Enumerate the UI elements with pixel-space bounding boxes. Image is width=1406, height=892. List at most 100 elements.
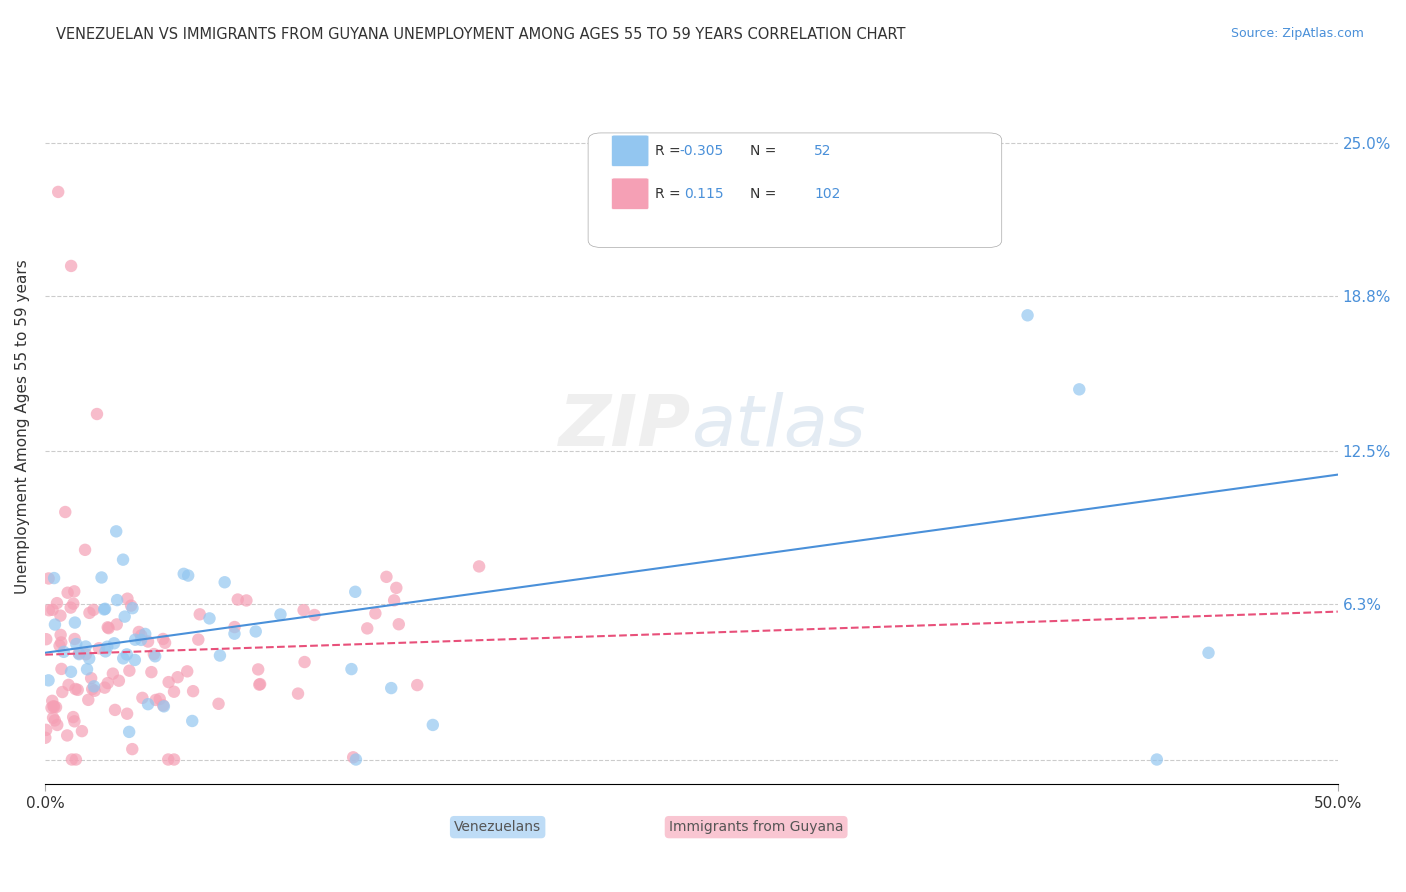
Point	[939, 210, 962, 224]
Text: 102: 102	[814, 186, 841, 201]
Point	[82, 682, 104, 697]
Point	[136, 634, 159, 648]
Point	[42, 571, 65, 585]
Point	[131, 690, 153, 705]
Point	[342, 750, 364, 764]
Point	[120, 599, 142, 613]
Point	[117, 591, 139, 606]
FancyBboxPatch shape	[612, 135, 648, 167]
Point	[101, 666, 124, 681]
Point	[63, 714, 86, 729]
Point	[46, 185, 69, 199]
Point	[153, 699, 176, 714]
Point	[176, 665, 198, 679]
Point	[97, 620, 120, 634]
Point	[75, 647, 97, 661]
Point	[42, 711, 65, 725]
Point	[51, 662, 73, 676]
Point	[166, 670, 188, 684]
Point	[198, 611, 221, 625]
Point	[76, 662, 98, 676]
Point	[115, 648, 138, 662]
Point	[224, 620, 246, 634]
Point	[143, 649, 166, 664]
Text: R =: R =	[655, 186, 681, 201]
Point	[63, 632, 86, 646]
Point	[45, 700, 67, 714]
Point	[468, 559, 491, 574]
Point	[96, 640, 118, 654]
Point	[63, 584, 86, 599]
Point	[157, 752, 180, 766]
Point	[41, 603, 63, 617]
Point	[86, 407, 108, 421]
FancyBboxPatch shape	[588, 133, 1001, 247]
Point	[294, 655, 316, 669]
Y-axis label: Unemployment Among Ages 55 to 59 years: Unemployment Among Ages 55 to 59 years	[15, 259, 30, 594]
Point	[103, 636, 125, 650]
Point	[94, 601, 117, 615]
Text: -0.305: -0.305	[679, 144, 724, 158]
Point	[38, 572, 60, 586]
Point	[60, 752, 83, 766]
Text: 0.115: 0.115	[685, 186, 724, 201]
Point	[157, 675, 180, 690]
Point	[67, 647, 90, 661]
Point	[65, 752, 87, 766]
Point	[344, 752, 367, 766]
Point	[108, 673, 131, 688]
Point	[388, 617, 411, 632]
Point	[83, 683, 105, 698]
Point	[163, 684, 186, 698]
Point	[66, 682, 89, 697]
Point	[35, 632, 58, 647]
Point	[118, 664, 141, 678]
Point	[94, 644, 117, 658]
Point	[114, 609, 136, 624]
Point	[247, 678, 270, 692]
Point	[382, 593, 405, 607]
Point	[65, 637, 87, 651]
Point	[292, 603, 315, 617]
Text: Source: ZipAtlas.com: Source: ZipAtlas.com	[1230, 27, 1364, 40]
Point	[118, 724, 141, 739]
Point	[269, 607, 291, 622]
Text: Immigrants from Guyana: Immigrants from Guyana	[669, 820, 844, 834]
Point	[38, 673, 60, 688]
Text: R =: R =	[655, 144, 681, 158]
Point	[63, 615, 86, 630]
Point	[83, 603, 105, 617]
Point	[59, 600, 82, 615]
Point	[56, 728, 79, 742]
Text: Venezuelans: Venezuelans	[454, 820, 541, 834]
Point	[181, 714, 204, 728]
Point	[44, 714, 66, 728]
Point	[67, 646, 90, 660]
Point	[385, 581, 408, 595]
Point	[149, 692, 172, 706]
Point	[46, 596, 69, 610]
Point	[406, 678, 429, 692]
Point	[44, 617, 66, 632]
Point	[245, 624, 267, 639]
Point	[124, 632, 146, 647]
Point	[121, 742, 143, 756]
Point	[304, 607, 326, 622]
Point	[1146, 752, 1168, 766]
Point	[60, 259, 83, 273]
Point	[80, 671, 103, 685]
Point	[356, 621, 378, 635]
Point	[62, 710, 84, 724]
Point	[65, 681, 87, 696]
Point	[70, 724, 93, 739]
Point	[38, 603, 60, 617]
Point	[124, 653, 146, 667]
Point	[112, 651, 135, 665]
Point	[53, 505, 76, 519]
Point	[287, 687, 309, 701]
Point	[208, 648, 231, 663]
Point	[163, 752, 186, 766]
Point	[224, 626, 246, 640]
Text: N =: N =	[749, 144, 776, 158]
Point	[90, 570, 112, 584]
